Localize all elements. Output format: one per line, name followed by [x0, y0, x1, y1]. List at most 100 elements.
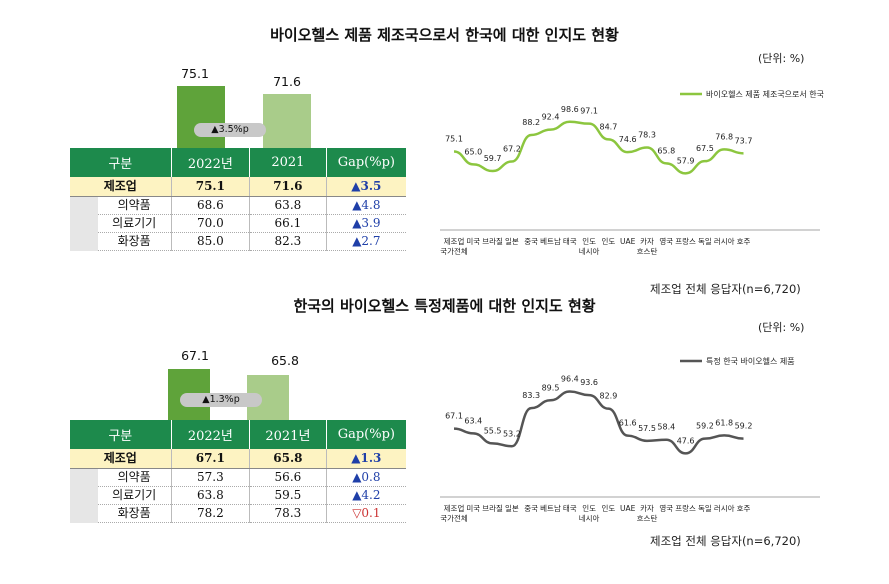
- bottom-data-label: 93.6: [580, 378, 598, 387]
- top-header-2022: 2022년: [171, 148, 251, 177]
- top-legend-label: 바이오헬스 제품 제조국으로서 한국: [706, 89, 824, 99]
- bottom-category-label: 국가전체: [440, 513, 468, 523]
- top-row-0-gap: ▲4.8: [326, 196, 406, 215]
- top-category-label: 태국: [563, 237, 577, 246]
- bottom-category-label: 러시아: [714, 503, 735, 513]
- up-triangle-icon: ▲: [202, 394, 210, 405]
- top-data-label: 97.1: [580, 107, 598, 116]
- bottom-data-label: 61.8: [715, 418, 733, 427]
- top-category-label: 러시아: [714, 236, 735, 246]
- bottom-table: 구분 2022년 2021년 Gap(%p) 제조업 67.1 65.8 ▲1.…: [70, 420, 406, 523]
- bottom-main-name: 제조업: [70, 449, 172, 469]
- bottom-legend-label: 특정 한국 바이오헬스 제품: [706, 356, 795, 366]
- bottom-bar-2022-value: 67.1: [181, 348, 209, 363]
- bottom-category-label: 태국: [563, 504, 577, 513]
- bottom-category-label: 호주: [737, 504, 751, 513]
- bottom-row-2-2022: 78.2: [171, 504, 251, 523]
- top-header-category: 구분: [70, 148, 172, 177]
- top-data-label: 78.3: [638, 130, 656, 139]
- top-bar-2021: [263, 94, 311, 148]
- top-bar-2022-value: 75.1: [181, 66, 209, 81]
- top-series-line: [453, 120, 744, 175]
- top-category-label: 인도: [582, 236, 596, 246]
- top-row-1-2022: 70.0: [171, 214, 251, 233]
- bottom-row-0-2021: 56.6: [249, 468, 327, 487]
- top-main-2021: 71.6: [249, 177, 327, 197]
- top-table-row-main: 제조업 75.1 71.6 ▲3.5: [70, 177, 406, 197]
- top-category-label: UAE: [620, 237, 636, 246]
- top-row-2-name: 화장품: [97, 232, 172, 251]
- bottom-data-label: 89.5: [542, 383, 560, 392]
- bottom-category-label: 프랑스: [675, 504, 696, 513]
- bottom-row-0-2022: 57.3: [171, 468, 251, 487]
- top-main-2022: 75.1: [171, 177, 251, 197]
- top-category-label: 제조업: [444, 237, 465, 246]
- bottom-table-header-row: 구분 2022년 2021년 Gap(%p): [70, 420, 406, 449]
- top-table-indent: [70, 196, 98, 251]
- bottom-source-note: 제조업 전체 응답자(n=6,720): [650, 534, 801, 548]
- top-bar-2022: [177, 86, 225, 148]
- bottom-data-label: 83.3: [522, 391, 540, 400]
- bottom-category-label: 베트남: [540, 504, 561, 513]
- bottom-header-gap: Gap(%p): [326, 420, 406, 449]
- top-data-label: 65.8: [657, 146, 675, 155]
- bottom-main-gap: ▲1.3: [326, 449, 406, 469]
- top-row-2-gap: ▲2.7: [326, 232, 406, 251]
- top-row-0-name: 의약품: [97, 196, 172, 215]
- bottom-category-label: UAE: [620, 504, 636, 513]
- bottom-category-label: 브라질: [482, 504, 503, 513]
- top-category-label: 호주: [737, 237, 751, 246]
- bottom-data-label: 96.4: [561, 375, 579, 384]
- bottom-data-label: 53.2: [503, 429, 521, 438]
- bottom-category-label: 중국: [524, 504, 538, 513]
- bottom-header-category: 구분: [70, 420, 172, 449]
- bottom-table-row-main: 제조업 67.1 65.8 ▲1.3: [70, 449, 406, 469]
- top-row-2-2021: 82.3: [249, 232, 327, 251]
- top-category-label: 네시아: [579, 246, 600, 256]
- bottom-bar-chart: 67.1 65.8 ▲1.3%p: [70, 345, 410, 425]
- top-category-label: 중국: [524, 237, 538, 246]
- top-data-label: 76.8: [715, 132, 733, 141]
- bottom-data-label: 55.5: [484, 426, 502, 435]
- table-row: 의약품 68.6 63.8 ▲4.8: [70, 196, 406, 251]
- bottom-table-indent: [70, 468, 98, 523]
- bottom-gap-value: 1.3%p: [209, 394, 240, 405]
- top-title: 바이오헬스 제품 제조국으로서 한국에 대한 인지도 현황: [270, 26, 619, 44]
- up-triangle-icon: ▲: [211, 124, 219, 135]
- top-data-label: 65.0: [464, 147, 482, 156]
- top-category-label: 일본: [505, 237, 519, 246]
- table-row: 의약품 57.3 56.6 ▲0.8: [70, 468, 406, 523]
- bottom-category-label: 네시아: [579, 513, 600, 523]
- bottom-category-label: 일본: [505, 504, 519, 513]
- top-data-label: 73.7: [735, 136, 753, 145]
- bottom-legend: 특정 한국 바이오헬스 제품: [680, 356, 795, 366]
- top-data-label: 88.2: [522, 118, 540, 127]
- bottom-data-label: 63.4: [464, 416, 482, 425]
- top-category-label: 인도: [601, 236, 615, 246]
- bottom-row-1-2022: 63.8: [171, 486, 251, 505]
- bottom-title: 한국의 바이오헬스 특정제품에 대한 인지도 현황: [293, 297, 596, 315]
- top-category-label: 프랑스: [675, 237, 696, 246]
- bottom-unit-label: (단위: %): [758, 321, 805, 334]
- top-data-label: 67.5: [696, 144, 714, 153]
- top-gap-pill: ▲3.5%p: [194, 123, 266, 137]
- bottom-data-label: 59.2: [696, 422, 714, 431]
- top-data-label: 59.7: [484, 154, 502, 163]
- top-row-1-name: 의료기기: [97, 214, 172, 233]
- top-category-label: 독일: [698, 237, 712, 246]
- bottom-category-label: 인도: [582, 503, 596, 513]
- bottom-data-label: 58.4: [657, 423, 675, 432]
- bottom-main-2022: 67.1: [171, 449, 251, 469]
- top-row-2-2022: 85.0: [171, 232, 251, 251]
- bottom-row-1-name: 의료기기: [97, 486, 172, 505]
- top-bar-2021-value: 71.6: [273, 74, 301, 89]
- bottom-data-label: 67.1: [445, 412, 463, 421]
- bottom-data-label: 61.6: [619, 419, 637, 428]
- bottom-main-2021: 65.8: [249, 449, 327, 469]
- top-gap-value: 3.5%p: [218, 124, 249, 135]
- bottom-data-label: 47.6: [677, 436, 695, 445]
- bottom-data-label: 82.9: [599, 392, 617, 401]
- top-data-label: 67.2: [503, 145, 521, 154]
